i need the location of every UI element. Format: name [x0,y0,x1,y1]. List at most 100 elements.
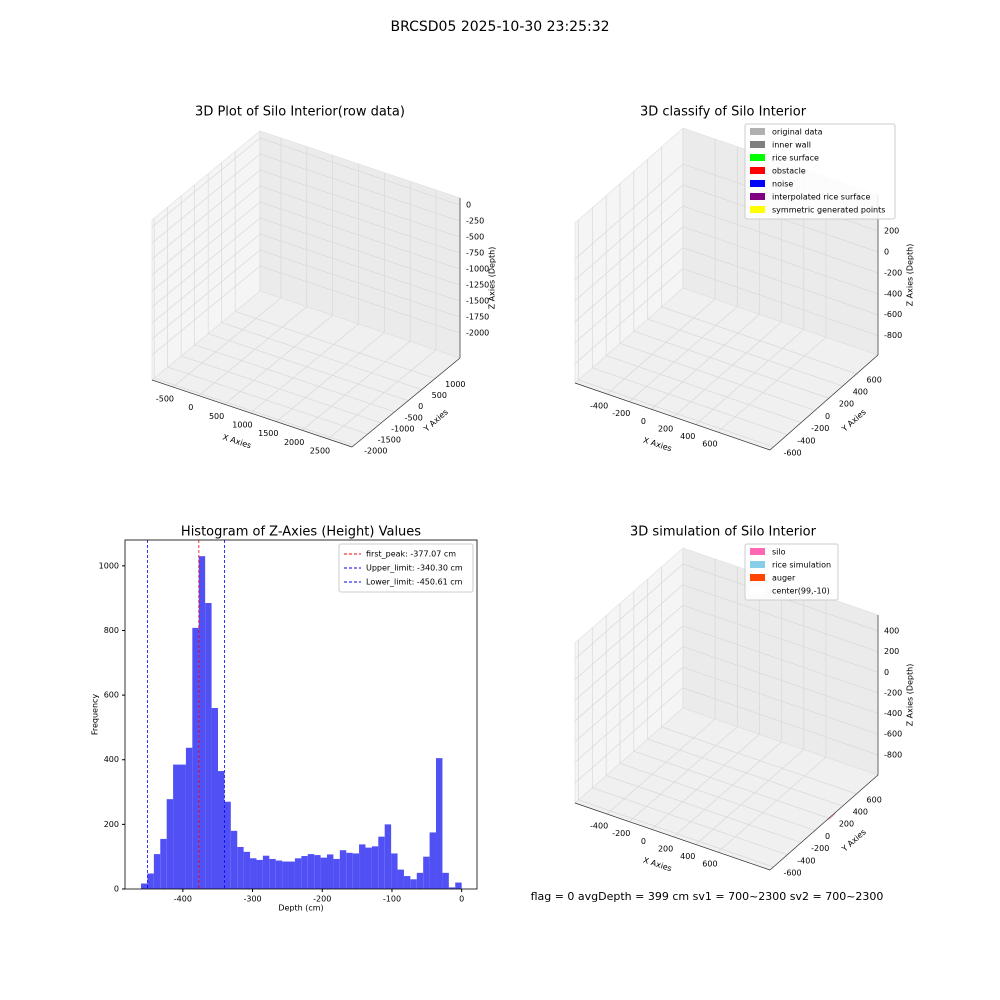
grid-line [574,646,684,742]
x-axis-line [574,382,771,451]
bar [294,858,302,889]
grid-line [578,379,774,448]
grid-line [695,749,804,845]
x-tick-label: -300 [243,895,261,904]
bar [237,846,244,889]
bar [326,854,334,889]
bar [217,771,225,889]
y-tick-label: -600 [783,448,801,457]
grid-line [151,153,261,244]
legend-swatch [750,206,765,213]
grid-line [151,185,261,276]
x-tick-label: 0 [459,895,464,904]
legend-label: original data [772,128,823,137]
x-tick-label: 600 [702,860,717,869]
z-tick-label: 200 [884,647,899,656]
y-tick-label: 400 [853,388,868,397]
legend-swatch [750,180,765,187]
grid-line [606,775,802,843]
x-tick-label: -400 [174,895,192,904]
bar [397,869,404,889]
bar [365,847,372,889]
bar [160,838,167,889]
bar [378,836,385,889]
grid-line [673,741,782,838]
grid-line [592,367,788,436]
x-axis-line [151,379,353,448]
grid-line [221,322,422,390]
bar [153,854,161,889]
grid-line [259,249,461,318]
grid-line [647,738,843,807]
z-tick-label: 0 [884,247,889,256]
x-tick-label: -400 [590,402,608,411]
y-tick-label: 200 [839,820,854,829]
grid-line [647,318,843,387]
legend-box [744,123,896,220]
legend-label: interpolated rice surface [772,193,870,202]
grid-line [259,233,461,302]
grid-line [682,646,879,714]
z-tick-label: -400 [884,709,902,718]
x-tick-label: -200 [612,829,630,838]
bar [141,883,148,889]
x-axis-label: Depth (cm) [278,904,323,913]
grid-line [682,687,879,756]
bar [448,887,456,889]
bar [436,758,443,889]
z-tick-label: -600 [884,310,902,319]
figure-title: BRCSD05 2025-10-30 23:25:32 [390,19,609,35]
legend-label: noise [772,180,793,189]
y-tick-label: 600 [104,691,119,700]
y-tick-label: -400 [797,436,815,445]
bar [192,627,199,889]
z-tick-label: -1250 [466,281,489,290]
grid-line [151,137,261,228]
y-axis-label: Frequency [91,694,100,736]
x-tick-label: 400 [680,432,695,441]
z-axis-label: Z Axies (Depth) [906,244,915,307]
y-tick-label: -200 [811,424,829,433]
bar [185,747,193,889]
legend-swatch [750,193,765,200]
grid-line [259,217,461,286]
grid-line [651,314,760,410]
chart-title: Histogram of Z-Axies (Height) Values [181,525,421,540]
bar [339,850,347,889]
x-tick-label: -500 [156,395,174,404]
bar [205,603,212,889]
bar [333,858,340,889]
grid-line [574,584,684,680]
x-tick-label: 0 [641,837,646,846]
grid-line [633,750,829,819]
grid-line [574,666,684,763]
legend-swatch [750,167,765,174]
y-tick-label: -1000 [391,424,414,433]
bar [429,832,437,889]
grid-line [151,169,261,260]
z-tick-label: -200 [884,688,902,697]
z-tick-label: -500 [466,233,484,242]
x-tick-label: 1000 [232,420,252,429]
x-axis-line [574,802,771,871]
x-tick-label: 0 [188,403,193,412]
y-tick-label: 0 [825,832,830,841]
y-tick-label: 500 [432,391,447,400]
bar [230,830,238,889]
grid-line [198,306,307,396]
grid-line [682,226,879,295]
grid-line [151,201,261,292]
grid-line [574,247,684,344]
grid-line [574,226,684,323]
z-axis-label: Z Axies (Depth) [488,247,497,310]
legend-label: rice surface [772,154,819,163]
grid-line [167,366,368,435]
grid-line [619,343,816,411]
bar [256,859,263,889]
grid-line [619,763,816,831]
grid-line [574,605,684,701]
z-tick-label: -1750 [466,313,489,322]
z-tick-label: -1000 [466,265,489,274]
y-tick-label: -200 [811,844,829,853]
legend-label: inner wall [772,141,811,150]
